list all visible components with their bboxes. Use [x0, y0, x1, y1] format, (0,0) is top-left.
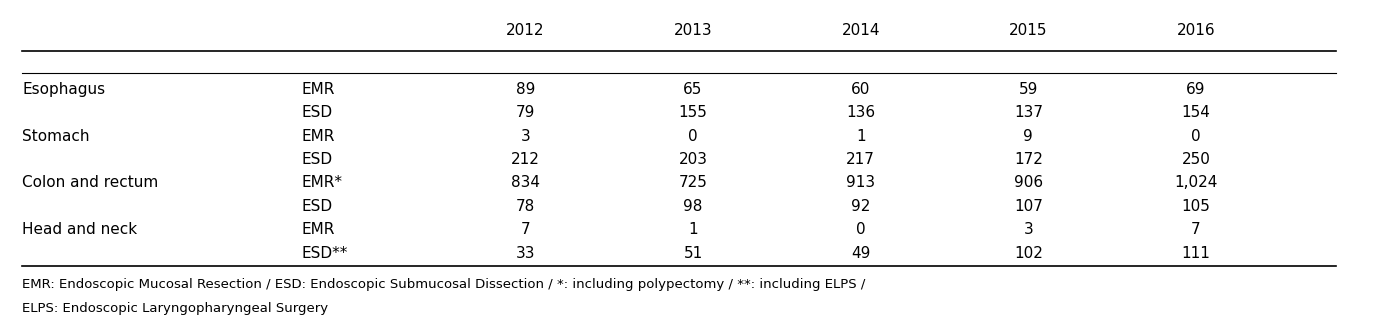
Text: 2013: 2013 [673, 23, 713, 38]
Text: EMR: Endoscopic Mucosal Resection / ESD: Endoscopic Submucosal Dissection / *: i: EMR: Endoscopic Mucosal Resection / ESD:… [22, 278, 865, 291]
Text: 78: 78 [515, 199, 535, 214]
Text: 2016: 2016 [1177, 23, 1215, 38]
Text: 98: 98 [683, 199, 703, 214]
Text: 9: 9 [1023, 129, 1033, 144]
Text: 2012: 2012 [505, 23, 545, 38]
Text: 65: 65 [683, 82, 703, 97]
Text: 155: 155 [679, 105, 707, 120]
Text: 1,024: 1,024 [1175, 175, 1218, 191]
Text: 250: 250 [1182, 152, 1211, 167]
Text: 51: 51 [683, 245, 703, 261]
Text: 0: 0 [689, 129, 697, 144]
Text: 105: 105 [1182, 199, 1211, 214]
Text: 0: 0 [855, 222, 865, 237]
Text: 913: 913 [846, 175, 875, 191]
Text: 92: 92 [851, 199, 871, 214]
Text: 60: 60 [851, 82, 871, 97]
Text: 1: 1 [855, 129, 865, 144]
Text: 3: 3 [1023, 222, 1033, 237]
Text: 203: 203 [679, 152, 707, 167]
Text: 2014: 2014 [841, 23, 881, 38]
Text: 89: 89 [515, 82, 535, 97]
Text: 0: 0 [1191, 129, 1201, 144]
Text: EMR: EMR [302, 129, 335, 144]
Text: 59: 59 [1019, 82, 1037, 97]
Text: 154: 154 [1182, 105, 1211, 120]
Text: 136: 136 [846, 105, 875, 120]
Text: 79: 79 [515, 105, 535, 120]
Text: Colon and rectum: Colon and rectum [22, 175, 158, 191]
Text: ESD: ESD [302, 105, 333, 120]
Text: EMR*: EMR* [302, 175, 343, 191]
Text: ESD: ESD [302, 199, 333, 214]
Text: 102: 102 [1014, 245, 1043, 261]
Text: ESD**: ESD** [302, 245, 349, 261]
Text: Head and neck: Head and neck [22, 222, 137, 237]
Text: 217: 217 [846, 152, 875, 167]
Text: EMR: EMR [302, 82, 335, 97]
Text: 33: 33 [515, 245, 535, 261]
Text: 107: 107 [1014, 199, 1043, 214]
Text: 69: 69 [1186, 82, 1205, 97]
Text: 906: 906 [1014, 175, 1043, 191]
Text: 7: 7 [521, 222, 531, 237]
Text: 172: 172 [1014, 152, 1043, 167]
Text: Stomach: Stomach [22, 129, 90, 144]
Text: 49: 49 [851, 245, 871, 261]
Text: 725: 725 [679, 175, 707, 191]
Text: 7: 7 [1191, 222, 1201, 237]
Text: ELPS: Endoscopic Laryngopharyngeal Surgery: ELPS: Endoscopic Laryngopharyngeal Surge… [22, 302, 329, 315]
Text: ESD: ESD [302, 152, 333, 167]
Text: 834: 834 [511, 175, 540, 191]
Text: 2015: 2015 [1009, 23, 1047, 38]
Text: 111: 111 [1182, 245, 1211, 261]
Text: EMR: EMR [302, 222, 335, 237]
Text: 3: 3 [521, 129, 531, 144]
Text: 1: 1 [689, 222, 697, 237]
Text: 212: 212 [511, 152, 540, 167]
Text: Esophagus: Esophagus [22, 82, 105, 97]
Text: 137: 137 [1014, 105, 1043, 120]
